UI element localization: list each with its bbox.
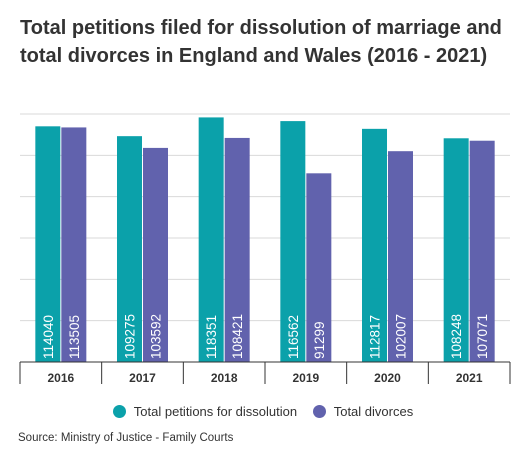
source-note: Source: Ministry of Justice - Family Cou…	[18, 432, 234, 444]
data-label-petitions-2017: 109275	[123, 314, 138, 359]
bar-divorces-2021	[469, 140, 495, 362]
bar-petitions-2020	[362, 128, 387, 362]
data-label-petitions-2018: 118351	[204, 315, 219, 359]
data-label-divorces-2018: 108421	[230, 314, 245, 359]
legend-item-petitions[interactable]: Total petitions for dissolution	[112, 404, 298, 419]
bar-divorces-2018	[224, 137, 250, 362]
bar-divorces-2019	[306, 173, 332, 362]
bar-divorces-2016	[61, 127, 87, 362]
x-tick-label-2017: 2017	[129, 371, 156, 385]
bar-petitions-2021	[443, 138, 469, 362]
legend-marker-divorces	[312, 405, 326, 418]
bar-divorces-2020	[388, 151, 413, 362]
data-label-divorces-2020: 102007	[394, 314, 409, 359]
bar-petitions-2019	[280, 121, 306, 363]
x-tick-label-2020: 2020	[374, 371, 401, 385]
bar-chart: 114040 113505 2016 109275 103592 2017 118351 10…	[19, 113, 511, 385]
x-tick-label-2021: 2021	[456, 371, 483, 385]
x-tick-label-2018: 2018	[211, 371, 238, 385]
chart-legend: Total petitions for dissolution Total di…	[0, 404, 526, 421]
data-label-petitions-2021: 108248	[449, 314, 464, 359]
bar-petitions-2016	[35, 126, 61, 362]
x-tick-label-2016: 2016	[47, 371, 74, 385]
bar-petitions-2017	[117, 136, 142, 362]
data-label-divorces-2016: 113505	[67, 315, 82, 359]
legend-marker-petitions	[112, 405, 126, 418]
data-label-divorces-2019: 91299	[312, 321, 327, 359]
chart-title: Total petitions filed for dissolution of…	[20, 17, 502, 67]
bar-petitions-2018	[198, 117, 224, 363]
bar-divorces-2017	[143, 147, 168, 362]
data-label-petitions-2020: 112817	[368, 315, 383, 359]
x-tick-label-2019: 2019	[292, 371, 319, 385]
legend-label-petitions: Total petitions for dissolution	[133, 404, 298, 419]
data-label-petitions-2016: 114040	[41, 315, 56, 359]
legend-item-divorces[interactable]: Total divorces	[312, 404, 414, 419]
data-label-divorces-2021: 107071	[475, 314, 490, 359]
data-label-petitions-2019: 116562	[286, 315, 301, 359]
data-label-divorces-2017: 103592	[149, 314, 164, 359]
legend-label-divorces: Total divorces	[333, 404, 414, 419]
